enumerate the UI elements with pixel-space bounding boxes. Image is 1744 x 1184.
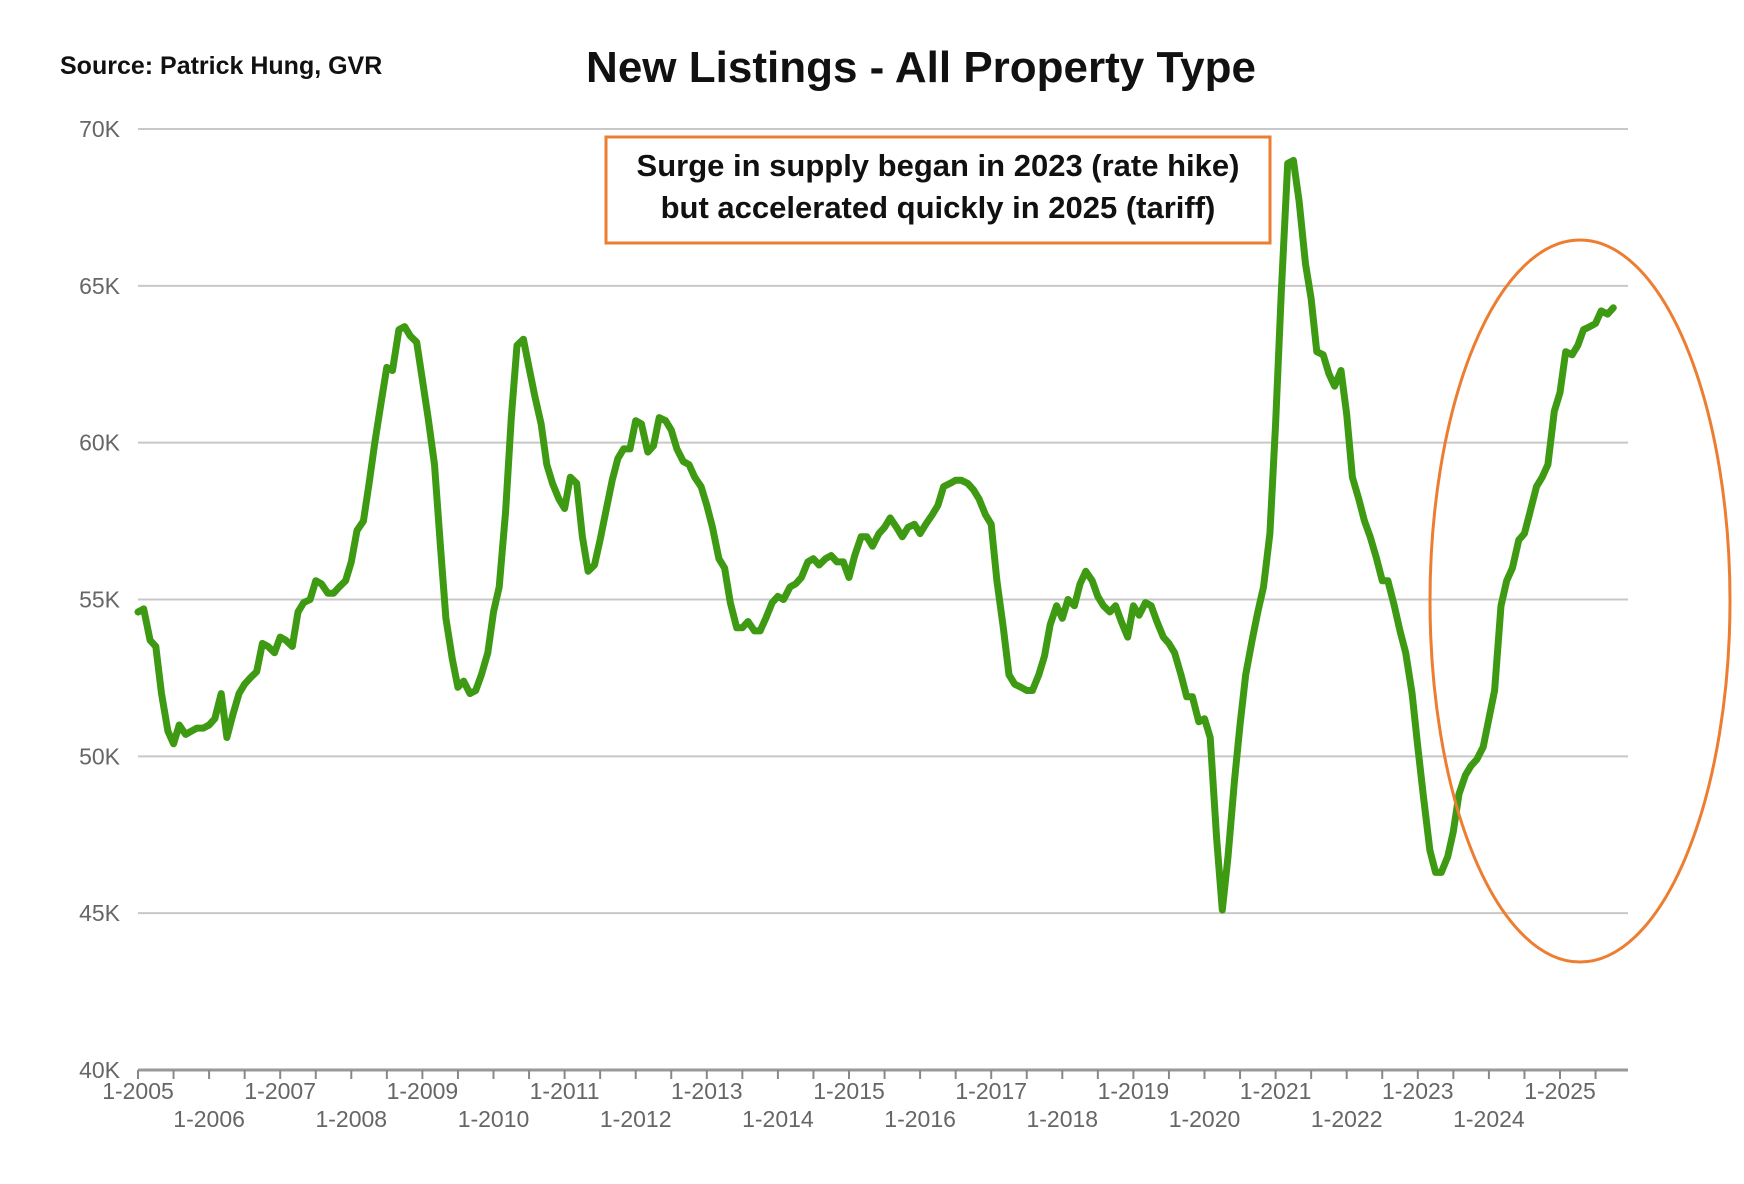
x-tick-label: 1-2005 bbox=[102, 1078, 174, 1104]
x-tick-label: 1-2008 bbox=[315, 1106, 387, 1132]
y-gridlines bbox=[138, 128, 1628, 915]
x-tick-label: 1-2007 bbox=[244, 1078, 316, 1104]
series-line-new-listings bbox=[134, 156, 1617, 914]
annotation-line-1: Surge in supply began in 2023 (rate hike… bbox=[637, 148, 1240, 183]
y-tick-label: 45K bbox=[79, 900, 121, 926]
y-tick-label: 40K bbox=[79, 1057, 121, 1083]
y-tick-label: 60K bbox=[79, 430, 121, 456]
x-tick-label: 1-2014 bbox=[742, 1106, 814, 1132]
y-tick-label: 55K bbox=[79, 587, 121, 613]
x-tick-label: 1-2010 bbox=[458, 1106, 530, 1132]
x-tick-label: 1-2024 bbox=[1453, 1106, 1525, 1132]
x-tick-label: 1-2020 bbox=[1169, 1106, 1241, 1132]
x-tick-label: 1-2009 bbox=[387, 1078, 459, 1104]
annotation-box: Surge in supply began in 2023 (rate hike… bbox=[604, 135, 1272, 245]
source-label: Source: Patrick Hung, GVR bbox=[60, 52, 382, 80]
highlight-ellipse bbox=[1428, 238, 1732, 964]
annotation-box-border bbox=[604, 135, 1272, 245]
x-tick-label: 1-2021 bbox=[1240, 1078, 1312, 1104]
x-axis: 1-20051-20061-20071-20081-20091-20101-20… bbox=[102, 1068, 1628, 1132]
x-tick-label: 1-2022 bbox=[1311, 1106, 1383, 1132]
x-tick-label: 1-2018 bbox=[1026, 1106, 1098, 1132]
x-tick-label: 1-2025 bbox=[1524, 1078, 1596, 1104]
x-tick-label: 1-2017 bbox=[955, 1078, 1027, 1104]
y-tick-label: 50K bbox=[79, 743, 121, 769]
series-layer bbox=[134, 156, 1617, 914]
x-tick-label: 1-2006 bbox=[173, 1106, 245, 1132]
x-tick-label: 1-2019 bbox=[1098, 1078, 1170, 1104]
x-tick-label: 1-2023 bbox=[1382, 1078, 1454, 1104]
y-tick-label: 65K bbox=[79, 273, 121, 299]
y-axis-ticks: 40K 45K 50K 55K 60K 65K 70K bbox=[79, 116, 121, 1083]
x-tick-label: 1-2013 bbox=[671, 1078, 743, 1104]
x-tick-label: 1-2012 bbox=[600, 1106, 672, 1132]
x-tick-label: 1-2011 bbox=[530, 1078, 600, 1104]
y-tick-label: 70K bbox=[79, 116, 121, 142]
x-tick-label: 1-2016 bbox=[884, 1106, 956, 1132]
chart-title: New Listings - All Property Type bbox=[586, 43, 1256, 92]
annotation-line-2: but accelerated quickly in 2025 (tariff) bbox=[661, 190, 1216, 225]
x-tick-label: 1-2015 bbox=[813, 1078, 885, 1104]
